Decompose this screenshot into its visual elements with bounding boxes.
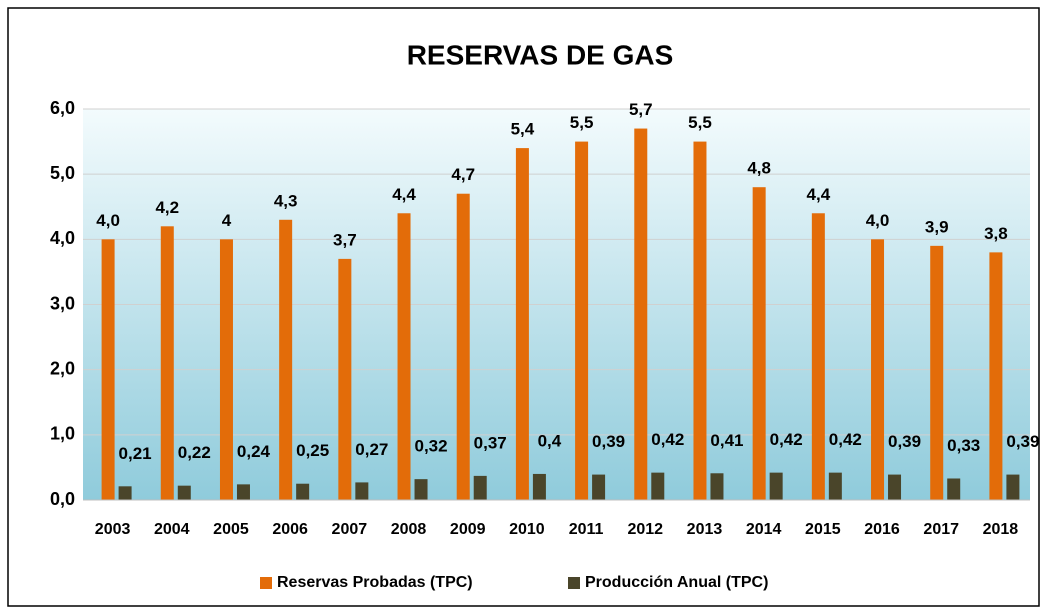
legend-label: Reservas Probadas (TPC) (277, 574, 473, 591)
x-tick-label: 2003 (95, 521, 131, 538)
bar (989, 252, 1003, 500)
x-tick-label: 2004 (154, 521, 190, 538)
data-label: 4,0 (96, 211, 120, 230)
y-tick-label: 4,0 (50, 228, 75, 248)
x-tick-label: 2012 (627, 521, 663, 538)
bar (118, 486, 132, 500)
data-label: 4,0 (866, 211, 890, 230)
bar (101, 239, 115, 501)
data-label: 4,8 (747, 159, 771, 178)
data-label: 0,42 (770, 430, 803, 449)
bar (871, 239, 885, 501)
data-label: 0,39 (1006, 432, 1039, 451)
x-tick-label: 2013 (687, 521, 723, 538)
data-label: 5,7 (629, 100, 653, 119)
bar (296, 483, 310, 500)
bar (947, 478, 961, 500)
data-label: 3,9 (925, 217, 949, 236)
x-tick-label: 2018 (983, 521, 1019, 538)
bar (515, 148, 529, 500)
y-tick-label: 2,0 (50, 358, 75, 378)
y-tick-label: 5,0 (50, 163, 75, 183)
data-label: 0,33 (947, 436, 980, 455)
data-label: 0,4 (538, 431, 562, 450)
x-tick-label: 2008 (391, 521, 427, 538)
data-label: 5,5 (570, 113, 594, 132)
data-label: 4,7 (451, 165, 475, 184)
x-tick-label: 2010 (509, 521, 545, 538)
bar (693, 141, 707, 501)
bar (338, 258, 352, 500)
data-label: 0,25 (296, 441, 329, 460)
data-label: 0,42 (829, 430, 862, 449)
x-tick-label: 2017 (923, 521, 959, 538)
data-label: 4 (222, 211, 232, 230)
data-label: 0,24 (237, 442, 271, 461)
bar (456, 193, 470, 500)
legend-label: Producción Anual (TPC) (585, 574, 768, 591)
bar (1006, 474, 1020, 500)
bar (397, 213, 411, 500)
y-tick-label: 0,0 (50, 489, 75, 509)
bar (634, 128, 648, 501)
bar (828, 472, 842, 500)
data-label: 3,8 (984, 224, 1008, 243)
data-label: 0,37 (474, 433, 507, 452)
x-tick-label: 2011 (569, 521, 604, 538)
bar (355, 482, 369, 500)
bar (888, 474, 902, 500)
x-tick-label: 2007 (332, 521, 368, 538)
data-label: 0,27 (355, 440, 388, 459)
data-label: 4,4 (392, 185, 416, 204)
bar (811, 213, 825, 500)
data-label: 4,4 (807, 185, 831, 204)
bar (575, 141, 589, 501)
data-label: 0,21 (119, 444, 152, 463)
bar (710, 473, 724, 500)
data-label: 0,39 (888, 432, 921, 451)
bar (592, 474, 606, 500)
x-tick-label: 2014 (746, 521, 782, 538)
data-label: 4,3 (274, 191, 298, 210)
data-label: 0,42 (651, 430, 684, 449)
bar (177, 485, 191, 500)
data-label: 5,4 (511, 120, 535, 139)
chart-title: RESERVAS DE GAS (407, 39, 674, 70)
data-label: 0,39 (592, 432, 625, 451)
bar (160, 226, 174, 501)
bar (414, 479, 428, 500)
bar (752, 187, 766, 500)
bar (769, 472, 783, 500)
bar (236, 484, 250, 500)
bar (532, 473, 546, 500)
x-tick-label: 2016 (864, 521, 900, 538)
x-tick-label: 2009 (450, 521, 486, 538)
data-label: 3,7 (333, 230, 357, 249)
legend-swatch (260, 577, 272, 589)
y-tick-label: 6,0 (50, 98, 75, 118)
data-label: 0,41 (710, 431, 743, 450)
bar (473, 475, 487, 500)
legend-swatch (568, 577, 580, 589)
bar (651, 472, 665, 500)
data-label: 5,5 (688, 113, 712, 132)
bar (930, 245, 944, 500)
data-label: 0,32 (414, 437, 447, 456)
bar (219, 239, 233, 501)
x-tick-label: 2005 (213, 521, 249, 538)
y-tick-label: 3,0 (50, 293, 75, 313)
x-tick-label: 2006 (272, 521, 308, 538)
bar (279, 219, 293, 501)
x-tick-label: 2015 (805, 521, 841, 538)
data-label: 4,2 (155, 198, 179, 217)
y-tick-label: 1,0 (50, 424, 75, 444)
data-label: 0,22 (178, 443, 211, 462)
